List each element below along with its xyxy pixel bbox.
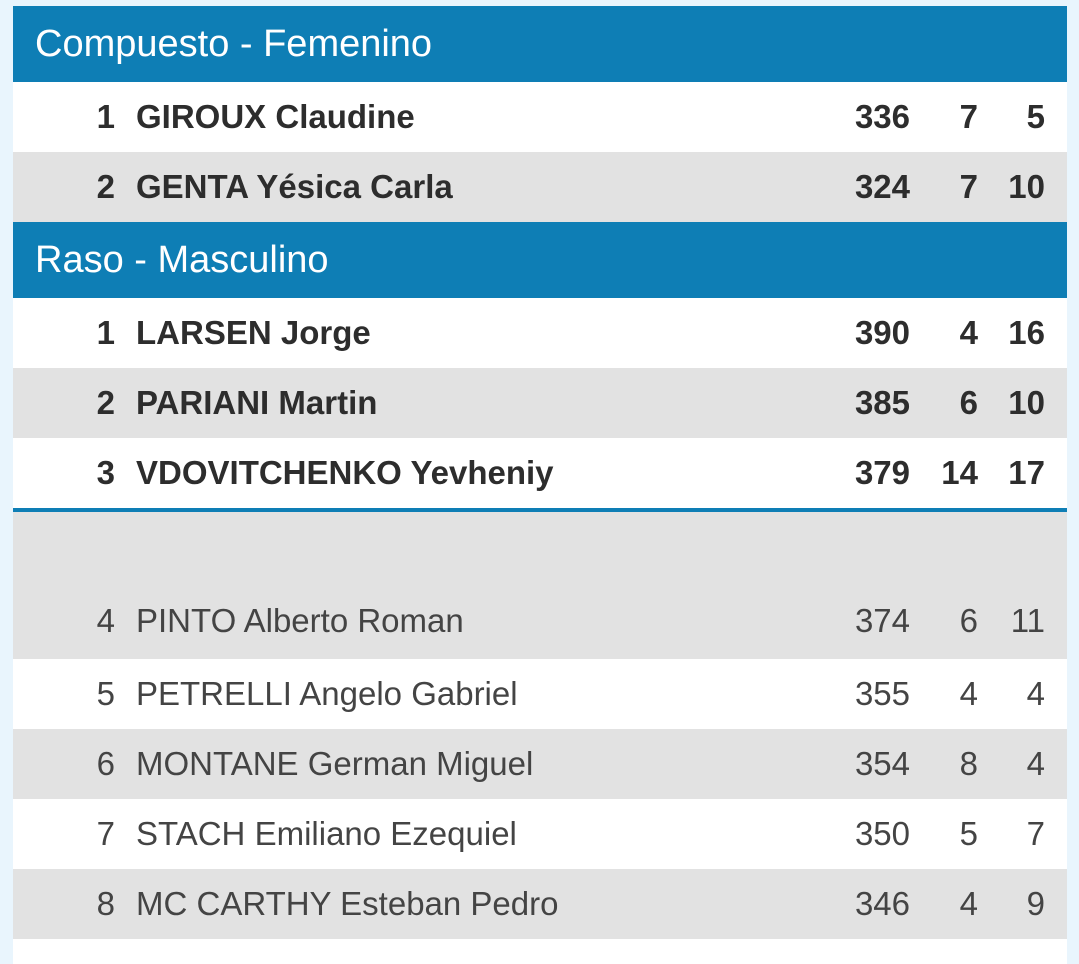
table-row[interactable]: 1 LARSEN Jorge 390 4 16 — [13, 298, 1067, 368]
table-row[interactable]: 5 PETRELLI Angelo Gabriel 355 4 4 — [13, 659, 1067, 729]
stat-column-2: 6 — [959, 384, 978, 421]
table-row[interactable]: 7 STACH Emiliano Ezequiel 350 5 7 — [13, 799, 1067, 869]
athlete-surname: PETRELLI — [136, 675, 292, 712]
athlete-name: GENTA Yésica Carla — [136, 168, 453, 206]
stat-column-3: 7 — [1026, 815, 1045, 852]
athlete-surname: MC CARTHY — [136, 885, 331, 922]
rank: 2 — [96, 384, 115, 421]
score: 385 — [854, 384, 910, 421]
section-header-compuesto-femenino: Compuesto - Femenino — [13, 6, 1067, 82]
athlete-surname: GENTA — [136, 168, 248, 205]
table-row[interactable]: 1 GIROUX Claudine 336 7 5 — [13, 82, 1067, 152]
athlete-given-name: Martin — [278, 384, 378, 421]
stat-column-2: 7 — [959, 168, 978, 205]
stat-column-2: 4 — [959, 314, 978, 351]
athlete-name: GIROUX Claudine — [136, 98, 415, 136]
section-title: Raso - Masculino — [35, 238, 329, 281]
table-row[interactable]: 6 MONTANE German Miguel 354 8 4 — [13, 729, 1067, 799]
athlete-given-name: Jorge — [280, 314, 371, 351]
stat-column-3: 11 — [1010, 601, 1045, 639]
rank: 1 — [96, 314, 115, 351]
athlete-surname: LARSEN — [136, 314, 272, 351]
athlete-given-name: Emiliano Ezequiel — [254, 815, 517, 852]
athlete-name: VDOVITCHENKO Yevheniy — [136, 454, 554, 492]
stat-column-3: 5 — [1026, 98, 1045, 135]
rank: 7 — [96, 815, 115, 852]
table-row[interactable]: 2 PARIANI Martin 385 6 10 — [13, 368, 1067, 438]
athlete-surname: PINTO — [136, 601, 237, 639]
score: 390 — [854, 314, 910, 351]
stat-column-3: 16 — [1008, 314, 1045, 351]
athlete-name: PETRELLI Angelo Gabriel — [136, 675, 518, 713]
table-row[interactable]: 8 MC CARTHY Esteban Pedro 346 4 9 — [13, 869, 1067, 939]
stat-column-3: 4 — [1026, 745, 1045, 782]
athlete-name: PARIANI Martin — [136, 384, 377, 422]
rank: 6 — [96, 745, 115, 782]
section-title: Compuesto - Femenino — [35, 22, 433, 65]
athlete-name: LARSEN Jorge — [136, 314, 371, 352]
stat-column-2: 5 — [959, 815, 978, 852]
rank: 5 — [96, 675, 115, 712]
athlete-given-name: Yésica Carla — [256, 168, 453, 205]
score: 346 — [854, 885, 910, 922]
stat-column-2: 4 — [959, 675, 978, 712]
table-row[interactable]: 3 VDOVITCHENKO Yevheniy 379 14 17 — [13, 438, 1067, 508]
stat-column-3: 10 — [1008, 384, 1045, 421]
stat-column-2: 8 — [959, 745, 978, 782]
stat-column-2: 14 — [941, 454, 978, 491]
rank: 1 — [96, 98, 115, 135]
athlete-surname: MONTANE — [136, 745, 299, 782]
podium-divider — [13, 508, 1067, 512]
rank: 8 — [96, 885, 115, 922]
table-row[interactable]: 2 GENTA Yésica Carla 324 7 10 — [13, 152, 1067, 222]
rank: 4 — [96, 601, 115, 639]
stat-column-3: 9 — [1026, 885, 1045, 922]
score: 336 — [854, 98, 910, 135]
stat-column-2: 6 — [959, 601, 978, 639]
athlete-given-name: Angelo Gabriel — [299, 675, 518, 712]
stat-column-3: 10 — [1008, 168, 1045, 205]
athlete-name: MC CARTHY Esteban Pedro — [136, 885, 558, 923]
athlete-name: MONTANE German Miguel — [136, 745, 533, 783]
athlete-given-name: Alberto Roman — [243, 601, 464, 639]
athlete-given-name: Esteban Pedro — [340, 885, 559, 922]
athlete-surname: VDOVITCHENKO — [136, 454, 402, 491]
athlete-given-name: Yevheniy — [410, 454, 554, 491]
score: 350 — [854, 815, 910, 852]
stat-column-3: 17 — [1008, 454, 1045, 491]
stat-column-2: 4 — [959, 885, 978, 922]
score: 355 — [854, 675, 910, 712]
score: 354 — [854, 745, 910, 782]
athlete-given-name: Claudine — [275, 98, 415, 135]
rank: 2 — [96, 168, 115, 205]
stat-column-2: 7 — [959, 98, 978, 135]
results-panel: Compuesto - Femenino 1 GIROUX Claudine 3… — [13, 6, 1067, 964]
score: 374 — [854, 601, 910, 639]
athlete-given-name: German Miguel — [307, 745, 534, 782]
score: 379 — [854, 454, 910, 491]
spacer-band — [13, 512, 1067, 582]
rank: 3 — [96, 454, 115, 491]
athlete-surname: GIROUX — [136, 98, 267, 135]
athlete-surname: PARIANI — [136, 384, 270, 421]
table-row[interactable]: 4 PINTO Alberto Roman 374 6 11 — [13, 582, 1067, 659]
section-header-raso-masculino: Raso - Masculino — [13, 222, 1067, 298]
athlete-surname: STACH — [136, 815, 246, 852]
athlete-name: STACH Emiliano Ezequiel — [136, 815, 517, 853]
athlete-name: PINTO Alberto Roman — [136, 602, 464, 640]
score: 324 — [854, 168, 910, 205]
stat-column-3: 4 — [1026, 675, 1045, 712]
